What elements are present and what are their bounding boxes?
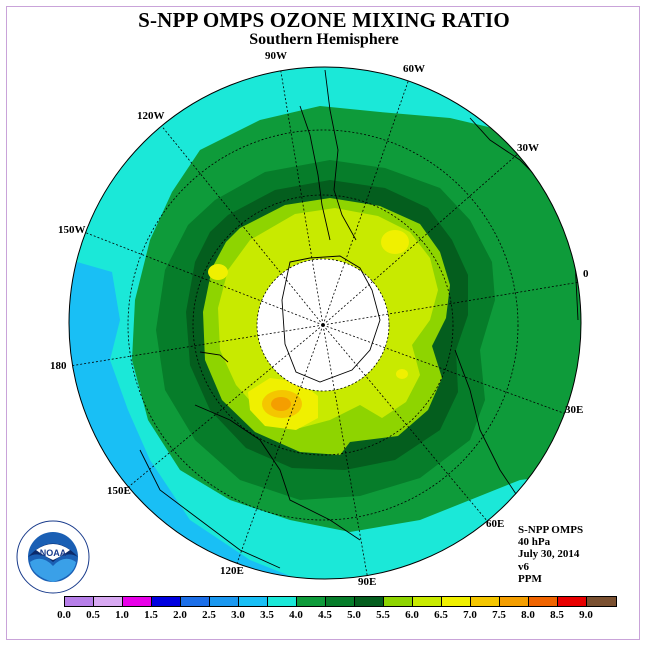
colorbar-swatch xyxy=(268,597,297,606)
lon-label-90w: 90W xyxy=(265,50,287,62)
ozone-band-6.5-7.0 xyxy=(381,230,409,254)
map-title: S-NPP OMPS OZONE MIXING RATIO xyxy=(138,8,510,32)
colorbar-swatch xyxy=(471,597,500,606)
colorbar-swatch xyxy=(500,597,529,606)
colorbar-swatch xyxy=(152,597,181,606)
ozone-band-6.5-7.0 xyxy=(396,369,408,379)
colorbar-tick-label: 7.5 xyxy=(492,609,506,621)
colorbar-tick-label: 3.0 xyxy=(231,609,245,621)
colorbar-swatch xyxy=(210,597,239,606)
colorbar-tick-label: 6.0 xyxy=(405,609,419,621)
lon-label-30e: 30E xyxy=(565,404,584,416)
colorbar-swatch xyxy=(355,597,384,606)
colorbar-tick-label: 9.0 xyxy=(579,609,593,621)
info-date: July 30, 2014 xyxy=(518,548,580,561)
noaa-logo: NOAA xyxy=(16,520,90,594)
colorbar-swatch xyxy=(326,597,355,606)
colorbar-tick-label: 5.5 xyxy=(376,609,390,621)
info-block: S-NPP OMPS 40 hPa July 30, 2014 v6 PPM xyxy=(518,524,583,585)
colorbar-tick-label: 5.0 xyxy=(347,609,361,621)
colorbar-tick-label: 7.0 xyxy=(463,609,477,621)
colorbar-tick-label: 2.0 xyxy=(173,609,187,621)
lon-label-120e: 120E xyxy=(220,565,244,577)
colorbar-swatch xyxy=(239,597,268,606)
lon-label-30w: 30W xyxy=(517,142,539,154)
info-instrument: S-NPP OMPS xyxy=(518,524,584,536)
lon-label-90e: 90E xyxy=(358,576,377,588)
ozone-band-6.5-7.0 xyxy=(208,264,228,280)
colorbar-tick-label: 3.5 xyxy=(260,609,274,621)
colorbar-swatch xyxy=(558,597,587,606)
map-boundary xyxy=(68,66,582,580)
colorbar-tick-label: 4.5 xyxy=(318,609,332,621)
colorbar-tick-label: 2.5 xyxy=(202,609,216,621)
colorbar-tick-label: 1.0 xyxy=(115,609,129,621)
ozone-band-7.5-8.0 xyxy=(271,397,291,411)
lon-label-120w: 120W xyxy=(137,110,165,122)
lon-label-150e: 150E xyxy=(107,485,131,497)
colorbar-swatch xyxy=(65,597,94,606)
colorbar xyxy=(64,596,617,607)
south-pole-marker xyxy=(321,323,325,327)
info-version: v6 xyxy=(518,560,529,573)
colorbar-tick-label: 8.5 xyxy=(550,609,564,621)
lon-label-0: 0 xyxy=(583,268,589,280)
logo-text: NOAA xyxy=(40,548,67,558)
colorbar-tick-label: 4.0 xyxy=(289,609,303,621)
info-pressure-level: 40 hPa xyxy=(518,536,551,549)
colorbar-tick-label: 0.0 xyxy=(57,609,71,621)
lon-label-60w: 60W xyxy=(403,63,425,75)
map-subtitle: Southern Hemisphere xyxy=(249,31,399,48)
lon-label-60e: 60E xyxy=(486,518,505,530)
colorbar-tick-label: 6.5 xyxy=(434,609,448,621)
info-units: PPM xyxy=(518,572,542,585)
colorbar-swatch xyxy=(413,597,442,606)
colorbar-swatch xyxy=(123,597,152,606)
colorbar-swatch xyxy=(384,597,413,606)
graticule xyxy=(69,67,581,579)
colorbar-tick-label: 8.0 xyxy=(521,609,535,621)
lon-label-180: 180 xyxy=(50,360,67,372)
colorbar-swatch xyxy=(442,597,471,606)
colorbar-swatch xyxy=(181,597,210,606)
lon-label-150w: 150W xyxy=(58,224,86,236)
colorbar-tick-label: 0.5 xyxy=(86,609,100,621)
colorbar-swatch xyxy=(587,597,616,606)
colorbar-swatch xyxy=(297,597,326,606)
figure-frame xyxy=(6,6,640,640)
colorbar-swatch xyxy=(529,597,558,606)
colorbar-tick-label: 1.5 xyxy=(144,609,158,621)
colorbar-swatch xyxy=(94,597,123,606)
